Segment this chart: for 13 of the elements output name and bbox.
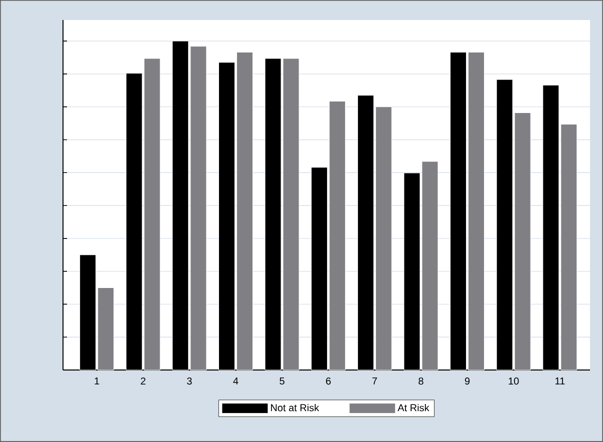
- x-tick-label: 9: [464, 378, 470, 385]
- x-tick-label: 3: [187, 378, 192, 385]
- x-tick-label: 11: [555, 378, 565, 384]
- x-tick-label: 2: [140, 378, 146, 385]
- legend-label: At Risk: [398, 404, 430, 412]
- x-tick-label: 10: [508, 378, 519, 385]
- x-tick-label: 8: [418, 378, 424, 385]
- x-tick-label: 1: [94, 378, 100, 384]
- legend-label: Not at Risk: [271, 404, 320, 412]
- x-tick-label: 4: [233, 378, 238, 384]
- x-tick-label: 6: [326, 378, 331, 385]
- x-tick-label: 7: [372, 378, 377, 384]
- x-tick-label: 5: [280, 378, 284, 384]
